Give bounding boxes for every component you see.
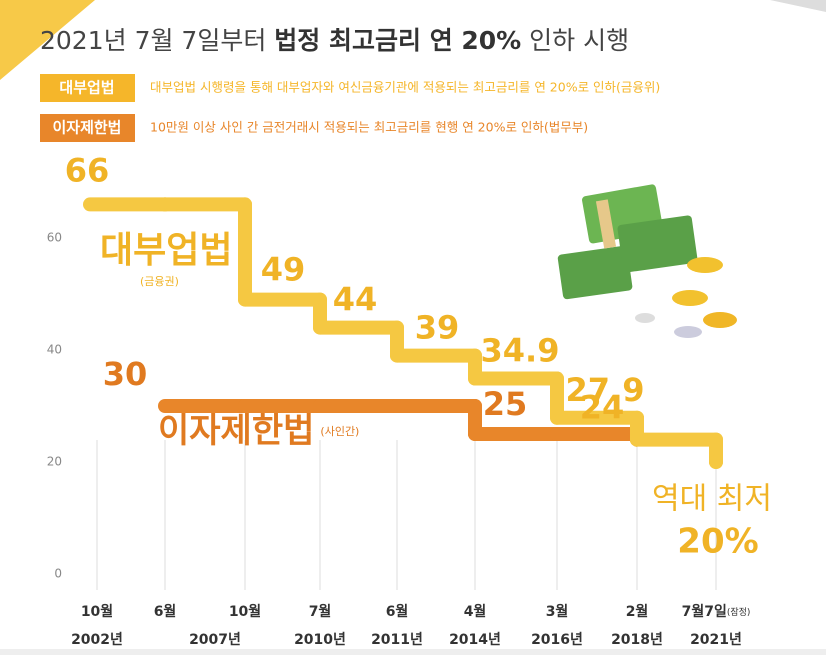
data-label: 39	[415, 309, 460, 347]
x-tick-month: 6월	[154, 603, 177, 620]
series-label: 대부업법	[100, 230, 232, 271]
corner-decoration	[0, 0, 95, 80]
x-tick-month: 7월7일	[682, 603, 727, 620]
data-label: 20%	[677, 522, 758, 562]
x-tick-month: 4월	[464, 603, 487, 620]
x-tick-month: 3월	[546, 603, 569, 620]
x-tick-label: 7월	[309, 603, 332, 620]
x-tick-label: 10월	[229, 603, 261, 620]
legend-description: 10만원 이상 사인 간 금전거래시 적용되는 최고금리를 현행 연 20%로 …	[150, 120, 588, 135]
legend-box	[40, 114, 135, 142]
x-tick-month: 6월	[386, 603, 409, 620]
x-tick-year: 2002년	[71, 632, 123, 648]
legend-box	[40, 74, 135, 102]
legend-name: 이자제한법	[52, 119, 121, 137]
data-label: 44	[333, 281, 378, 319]
legend-name: 대부업법	[59, 79, 114, 97]
series-note: (금융권)	[140, 275, 179, 288]
x-tick-label: 10월	[81, 603, 113, 620]
x-tick-label: 2월	[626, 603, 649, 620]
x-tick-label: 3월	[546, 603, 569, 620]
title-part: 2021년 7월 7일부터	[40, 26, 274, 55]
series	[83, 197, 723, 469]
x-tick-year: 2021년	[690, 632, 742, 648]
x-tick-month: 10월	[81, 603, 113, 620]
series-name: 대부업법	[100, 230, 232, 271]
data-label: 30	[103, 355, 148, 393]
data-label: 27.9	[566, 371, 645, 409]
x-tick-label: 6월	[386, 603, 409, 620]
x-tick-label: 6월	[154, 603, 177, 620]
data-label: 49	[261, 251, 306, 289]
x-tick-year: 2011년	[371, 632, 423, 648]
chart-title: 2021년 7월 7일부터 법정 최고금리 연 20% 인하 시행	[40, 26, 629, 55]
x-tick-note: (잠정)	[727, 607, 751, 618]
x-tick-year: 2018년	[611, 632, 663, 648]
title-part: 법정 최고금리 연 20%	[274, 26, 521, 55]
series-label: 이자제한법 (사인간)	[158, 411, 359, 451]
data-label: 25	[483, 385, 528, 423]
data-label: 24	[580, 389, 625, 427]
corner-decoration	[770, 0, 826, 12]
y-tick-label: 60	[47, 231, 62, 245]
title-part: 인하 시행	[521, 26, 629, 55]
money-illustration	[557, 184, 737, 338]
annotation: 역대 최저	[652, 482, 772, 517]
series-name: 이자제한법	[158, 411, 314, 451]
data-label: 66	[65, 151, 110, 189]
data-label: 34.9	[481, 332, 560, 370]
x-tick-year: 2016년	[531, 632, 583, 648]
x-tick-month: 2월	[626, 603, 649, 620]
legend-description: 대부업법 시행령을 통해 대부업자와 여신금융기관에 적용되는 최고금리를 연 …	[150, 80, 660, 95]
step-end	[709, 455, 723, 469]
y-tick-label: 0	[54, 567, 62, 581]
x-tick-label: 7월7일(잠정)	[682, 603, 751, 620]
x-tick-year: 2007년	[189, 632, 241, 648]
series-note: (사인간)	[320, 425, 359, 438]
y-tick-label: 40	[47, 343, 62, 357]
x-tick-month: 10월	[229, 603, 261, 620]
x-tick-year: 2014년	[449, 632, 501, 648]
x-tick-label: 4월	[464, 603, 487, 620]
x-tick-year: 2010년	[294, 632, 346, 648]
x-tick-month: 7월	[309, 603, 332, 620]
y-tick-label: 20	[47, 455, 62, 469]
